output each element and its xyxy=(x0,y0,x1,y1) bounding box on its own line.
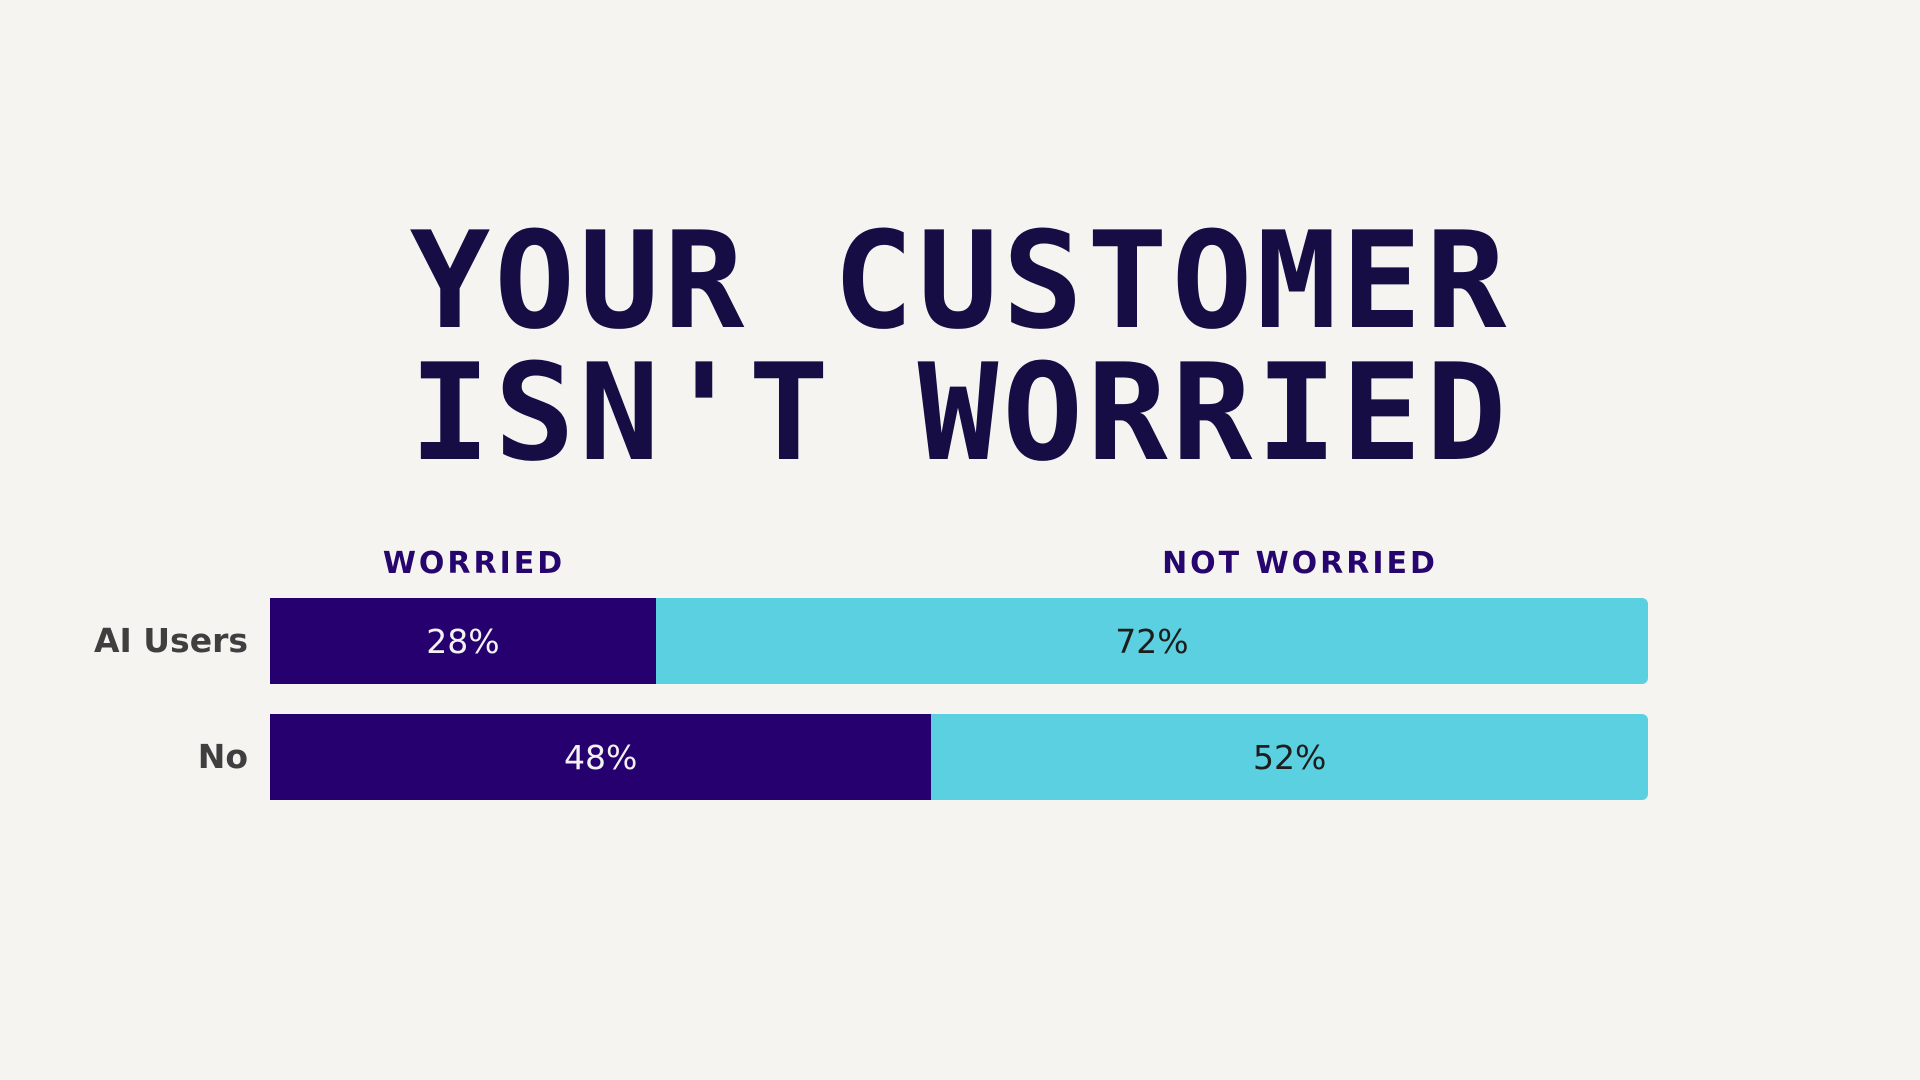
legend-not-worried: NOT WORRIED xyxy=(1162,546,1438,581)
data-label: 52% xyxy=(1253,737,1327,777)
row-label: AI Users xyxy=(93,621,248,660)
legend-worried: WORRIED xyxy=(382,546,566,581)
bar-segment-not-worried: 72% xyxy=(655,598,1648,684)
chart-title-line-1: YOUR CUSTOMER xyxy=(409,203,1511,359)
data-label: 72% xyxy=(1115,621,1189,661)
bar-segment-worried: 28% xyxy=(270,598,656,684)
bar-row: 48% 52% xyxy=(270,714,1648,800)
bar-segment-not-worried: 52% xyxy=(931,714,1648,800)
bar-row: 28% 72% xyxy=(270,598,1648,684)
bar-segment-worried: 48% xyxy=(270,714,932,800)
row-label: No xyxy=(197,737,248,776)
chart-title-line-2: ISN'T WORRIED xyxy=(409,335,1511,491)
data-label: 28% xyxy=(426,621,500,661)
data-label: 48% xyxy=(564,737,638,777)
